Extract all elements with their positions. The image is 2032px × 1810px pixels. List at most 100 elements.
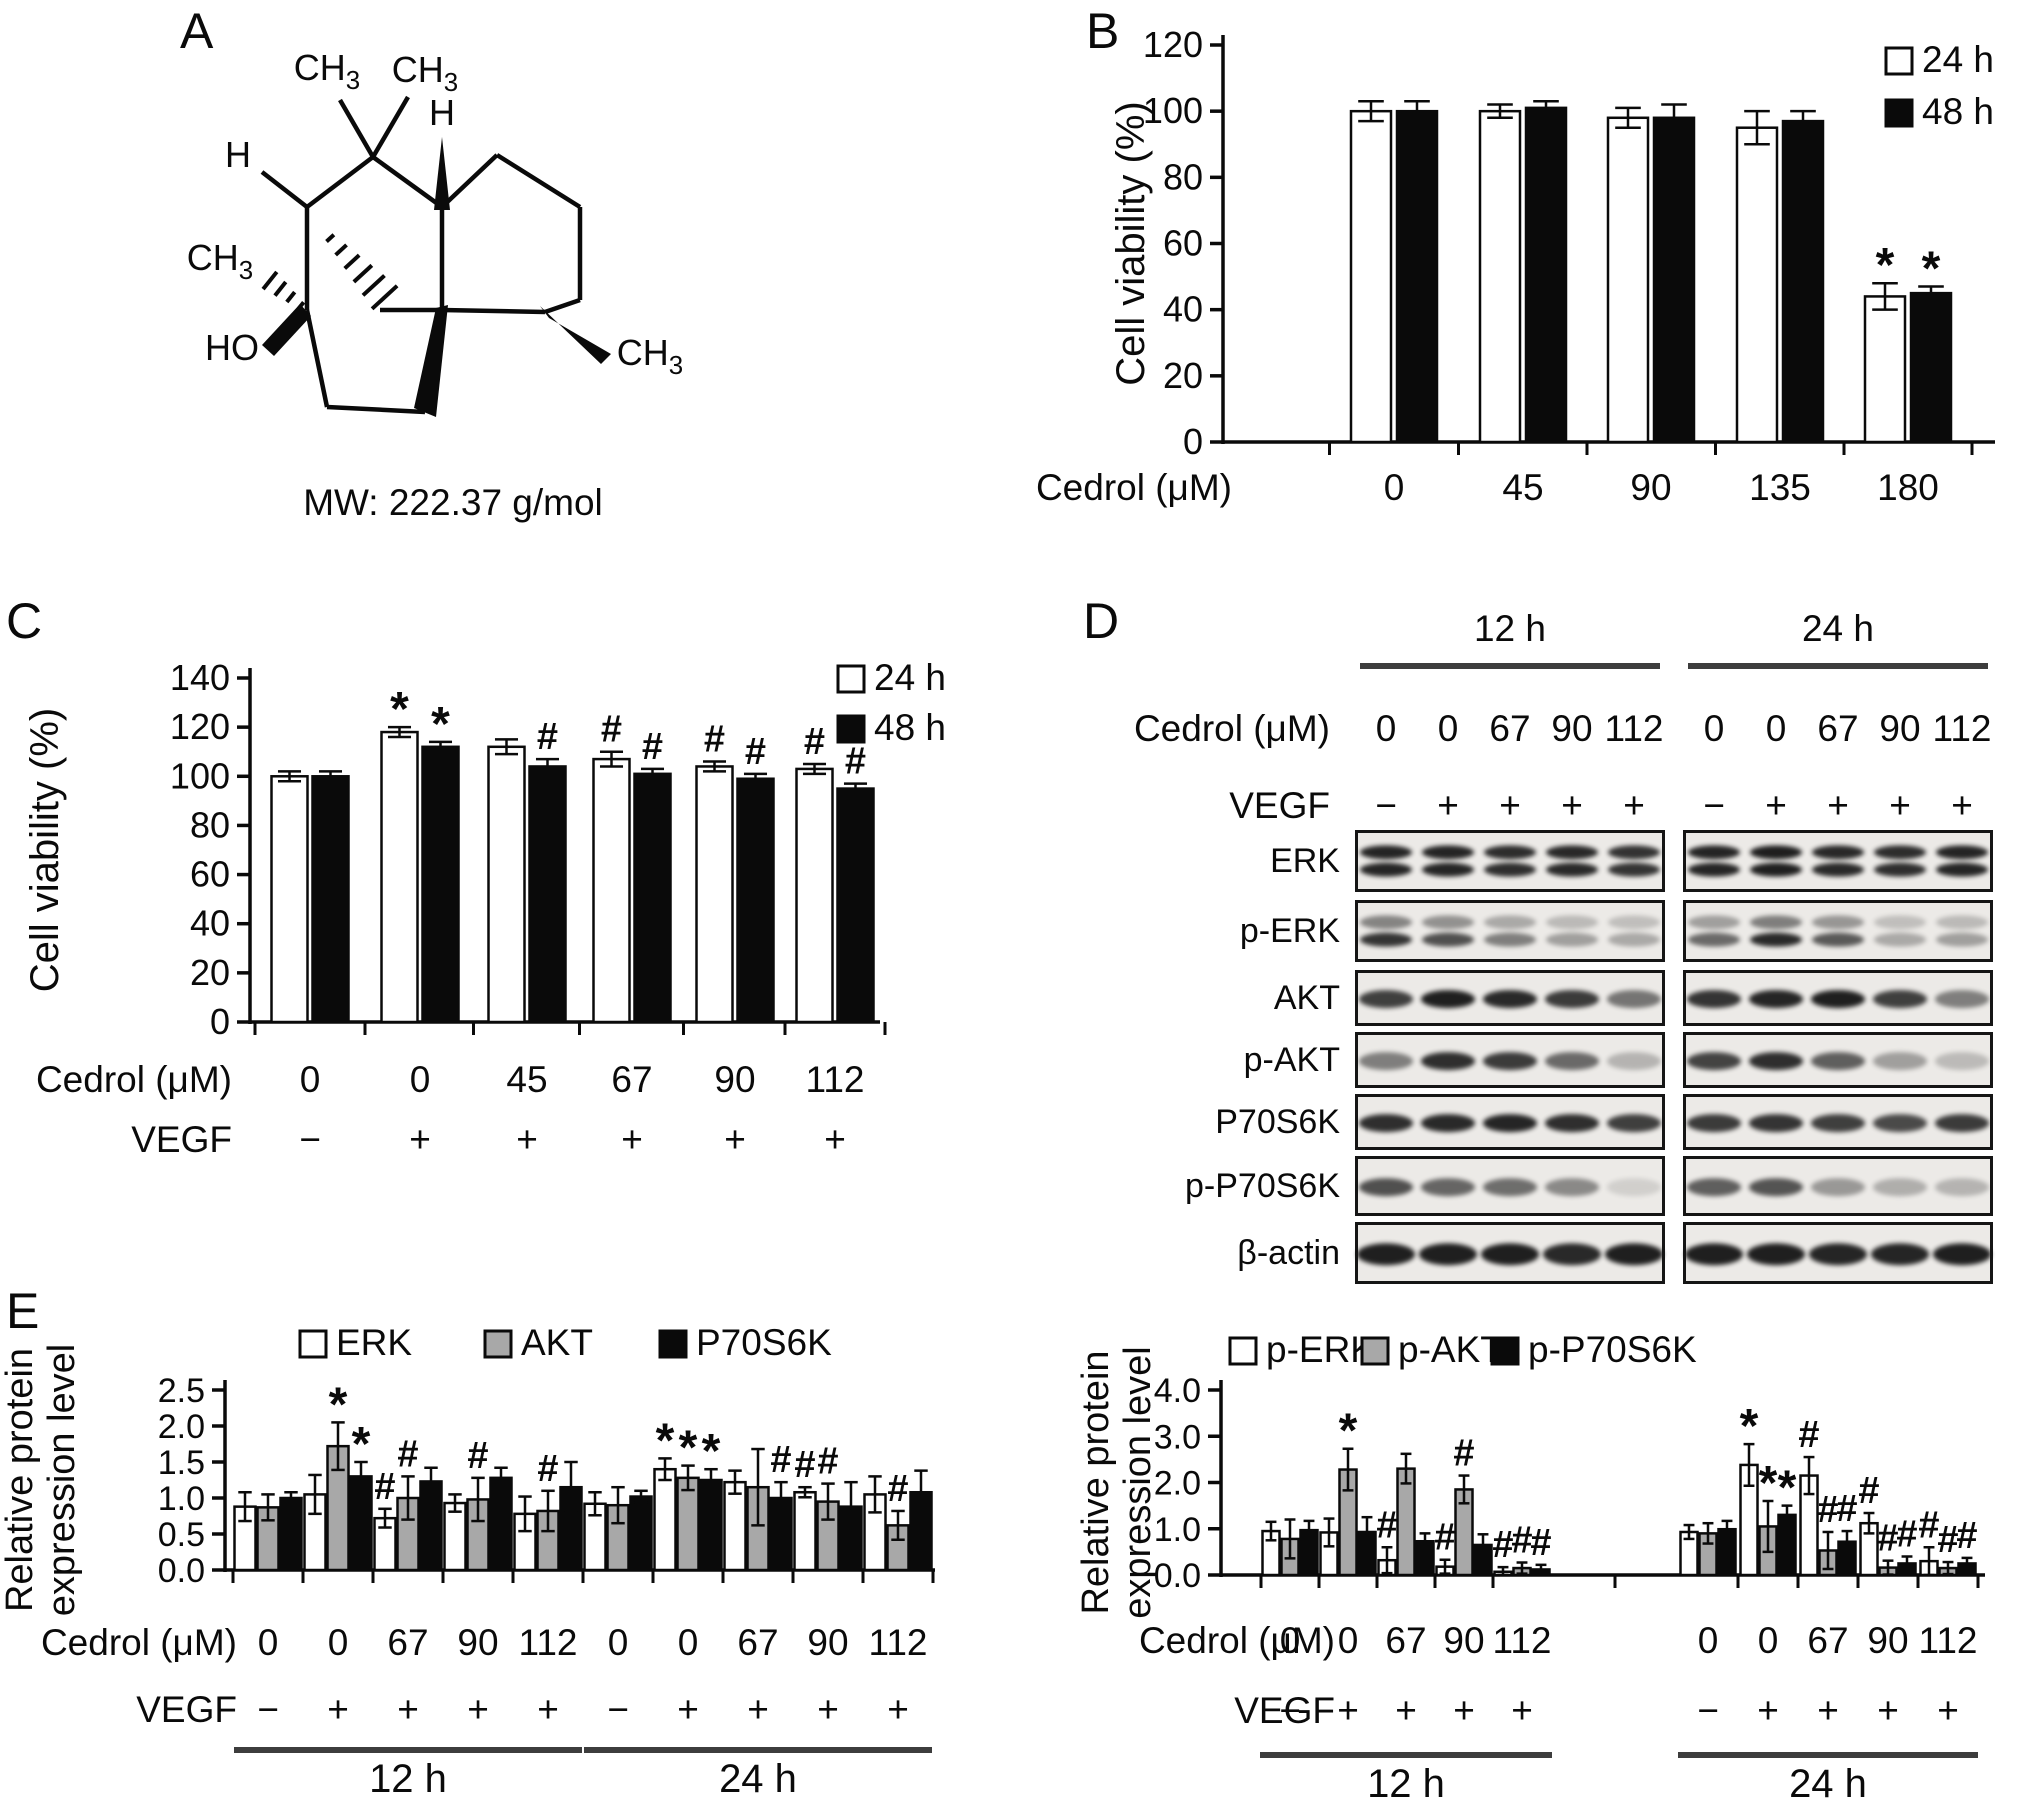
significance-hash: # — [374, 1466, 395, 1508]
blot-band — [1874, 845, 1926, 860]
blot-band — [1685, 1243, 1743, 1266]
significance-hash: # — [601, 709, 622, 751]
significance-asterisk: * — [1922, 243, 1941, 296]
hash-bond — [352, 263, 374, 284]
y-tick-label: 0 — [1183, 421, 1203, 462]
blot-box-p-ERK — [1683, 900, 1993, 962]
row-label: 0 — [1698, 1620, 1719, 1661]
legend-swatch-48 h — [1884, 98, 1914, 128]
blot-band — [1750, 862, 1802, 877]
row-label: 90 — [1867, 1620, 1908, 1661]
blot-band — [1484, 862, 1536, 877]
bond — [326, 404, 426, 415]
row-label: 112 — [869, 1622, 928, 1663]
blot-band — [1809, 1243, 1867, 1266]
y-tick-label: 60 — [1163, 223, 1203, 264]
row-label: + — [1395, 1690, 1417, 1731]
y-tick-label: 3.0 — [1154, 1418, 1201, 1456]
significance-hash: # — [1896, 1514, 1917, 1556]
legend-label: 48 h — [874, 707, 946, 748]
significance-hash: # — [1858, 1470, 1879, 1512]
bond — [440, 153, 499, 209]
blot-box-p-AKT — [1683, 1032, 1993, 1088]
time-header-line — [1688, 663, 1988, 669]
blot-band — [1749, 1178, 1803, 1197]
panel-c-label: C — [6, 593, 43, 649]
lane-label: + — [1561, 785, 1583, 826]
blot-band — [1936, 915, 1988, 930]
blot-band — [1421, 990, 1475, 1009]
bar-48 h — [1909, 291, 1953, 444]
row-label: 0 — [1280, 1620, 1301, 1661]
blot-membrane — [1683, 830, 1993, 892]
blot-band — [1688, 932, 1740, 947]
bar-24 h — [1735, 126, 1779, 444]
row-label: 180 — [1877, 467, 1939, 508]
row-label: + — [621, 1119, 643, 1160]
span-label: 12 h — [369, 1757, 447, 1801]
blot-band — [1812, 932, 1864, 947]
blot-band — [1750, 845, 1802, 860]
blot-band — [1545, 1052, 1599, 1071]
row-label: 112 — [519, 1622, 578, 1663]
blot-band — [1484, 845, 1536, 860]
blot-band — [1935, 1178, 1989, 1197]
y-tick-label: 40 — [190, 903, 230, 944]
y-axis-title: Cell viability (%) — [23, 708, 67, 993]
blot-band — [1419, 1243, 1477, 1266]
lane-label: 67 — [1489, 708, 1531, 749]
blot-band — [1811, 1178, 1865, 1197]
blot-band — [1812, 915, 1864, 930]
mw-text: MW: 222.37 g/mol — [303, 482, 603, 523]
row-label: − — [257, 1689, 279, 1730]
blot-band — [1608, 862, 1660, 877]
y-tick-label: 0.0 — [1154, 1557, 1201, 1595]
blot-band — [1688, 845, 1740, 860]
row-label: 90 — [1443, 1620, 1484, 1661]
bar-P70S6K — [489, 1476, 513, 1572]
y-tick-label: 100 — [1143, 90, 1203, 131]
bar-48 h — [633, 772, 672, 1024]
row-title: VEGF — [1234, 1690, 1335, 1731]
bar-48 h — [1652, 116, 1696, 444]
row-label: 0 — [678, 1622, 699, 1663]
blot-band — [1608, 932, 1660, 947]
panel-b-label: B — [1086, 3, 1120, 59]
bond — [441, 307, 546, 315]
significance-hash: # — [845, 741, 866, 783]
y-tick-label: 1.0 — [1154, 1511, 1201, 1549]
significance-asterisk: * — [1339, 1405, 1358, 1458]
y-axis-title: expression level — [41, 1344, 83, 1616]
chart-phospho-protein-expression: 0.0 1.0 2.0 3.0 4.0 Relative protein expressio… — [1075, 1329, 1985, 1806]
blot-band — [1749, 1052, 1803, 1071]
wedge-ho — [262, 304, 311, 356]
lane-label: 0 — [1703, 708, 1725, 749]
blot-band — [1421, 1052, 1475, 1071]
legend-label: P70S6K — [696, 1322, 832, 1363]
panel-d-label: D — [1083, 593, 1120, 649]
significance-hash: # — [1376, 1504, 1397, 1546]
blot-membrane — [1683, 1156, 1993, 1216]
bar-24 h — [270, 775, 309, 1024]
legend-label: p-P70S6K — [1528, 1329, 1697, 1370]
bar-P70S6K — [699, 1478, 723, 1572]
blot-band — [1935, 1052, 1989, 1071]
lane-label: 0 — [1375, 708, 1397, 749]
lane-label: 112 — [1604, 708, 1664, 749]
blot-band — [1607, 1114, 1661, 1133]
lane-label: + — [1765, 785, 1787, 826]
row-label: 90 — [807, 1622, 848, 1663]
row-label: − — [607, 1689, 629, 1730]
significance-hash: # — [1836, 1488, 1857, 1530]
row-label: + — [887, 1689, 909, 1730]
significance-hash: # — [817, 1441, 838, 1483]
legend-swatch-24 h — [1884, 46, 1914, 76]
hash-bond — [334, 243, 348, 257]
chart-cell-viability-vegf: 0 20 40 60 80 100 120 140 Cell viability (%) * # # #… — [23, 657, 946, 1160]
span-label: 24 h — [1789, 1762, 1867, 1806]
bar-AKT — [676, 1476, 700, 1572]
row-label: + — [1817, 1690, 1839, 1731]
y-tick-label: 1.0 — [158, 1480, 205, 1518]
time-header: 12 h — [1473, 608, 1546, 649]
